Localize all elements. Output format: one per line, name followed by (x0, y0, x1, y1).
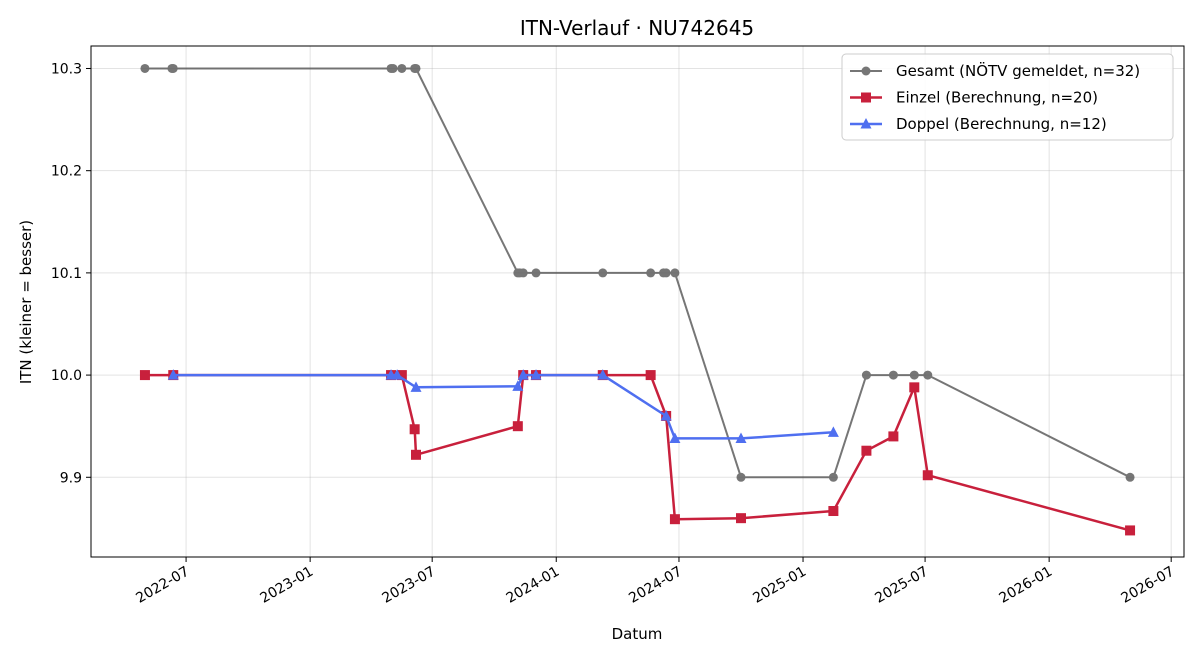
plot-frame (90, 45, 1185, 558)
data-point (861, 445, 872, 456)
data-point (827, 426, 839, 437)
legend-label: Einzel (Berechnung, n=20) (896, 89, 1098, 107)
data-point (660, 409, 672, 421)
data-point (530, 369, 542, 380)
data-point (735, 432, 747, 443)
y-axis-title: ITN (kleiner = besser) (17, 220, 35, 384)
data-point (646, 268, 656, 278)
data-point (597, 369, 609, 380)
data-point (512, 380, 524, 391)
legend-label: Doppel (Berechnung, n=12) (896, 115, 1107, 133)
data-point (1125, 472, 1135, 482)
data-point (923, 370, 933, 380)
data-point (409, 424, 420, 435)
data-point (391, 369, 403, 380)
data-point (670, 268, 680, 278)
data-point (140, 63, 150, 73)
data-point (888, 370, 898, 380)
data-point (396, 370, 407, 381)
data-point (909, 370, 919, 380)
legend-item (850, 66, 882, 76)
data-point (661, 268, 671, 278)
data-point (518, 268, 528, 278)
data-point (669, 432, 681, 443)
data-point (167, 369, 179, 380)
x-axis-title: Datum (612, 625, 663, 643)
data-point (397, 63, 407, 73)
data-point (909, 382, 920, 393)
data-point (645, 370, 656, 381)
data-point (888, 431, 899, 442)
data-point (828, 472, 838, 482)
series-layer (139, 63, 1136, 536)
data-point (388, 63, 398, 73)
data-point (411, 63, 421, 73)
legend-item (850, 92, 882, 103)
legend-marker (860, 118, 872, 129)
data-point (669, 514, 680, 525)
legend-item (850, 118, 882, 129)
data-point (861, 370, 871, 380)
legend-marker (861, 66, 871, 76)
series-triangle (167, 369, 839, 443)
data-point (1125, 525, 1136, 536)
data-point (139, 370, 150, 381)
data-point (598, 268, 608, 278)
y-tick-label: 10.3 (51, 61, 82, 77)
data-point (168, 63, 178, 73)
legend-label: Gesamt (NÖTV gemeldet, n=32) (896, 61, 1140, 80)
data-point (736, 513, 747, 524)
data-point (512, 421, 523, 432)
legend: Gesamt (NÖTV gemeldet, n=32) Einzel (Bere… (841, 53, 1174, 141)
y-tick-label: 10.0 (51, 368, 82, 384)
chart-title: ITN-Verlauf · NU742645 (520, 16, 754, 40)
legend-box (841, 53, 1174, 141)
y-tick-label: 10.2 (51, 164, 82, 180)
series-circle (140, 63, 1135, 482)
data-point (828, 506, 839, 517)
data-point (411, 449, 422, 460)
data-point (736, 472, 746, 482)
y-tick-label: 9.9 (60, 470, 82, 486)
data-point (531, 268, 541, 278)
data-point (410, 381, 422, 392)
data-point (517, 369, 529, 380)
y-tick-label: 10.1 (51, 266, 82, 282)
data-point (922, 470, 933, 481)
legend-marker (861, 92, 871, 103)
